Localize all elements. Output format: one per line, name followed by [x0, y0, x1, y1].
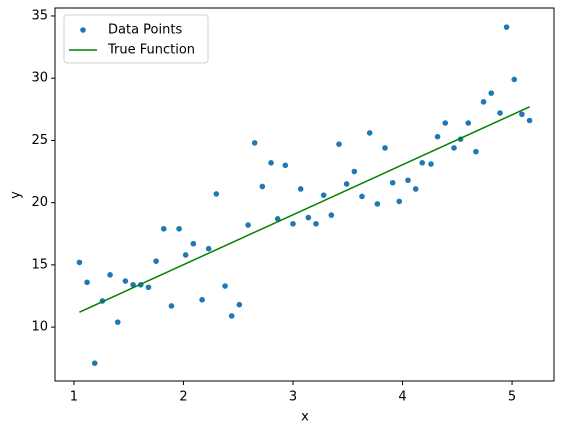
- data-point: [251, 140, 258, 146]
- axes-frame: [54, 7, 555, 382]
- data-point: [222, 283, 228, 289]
- data-point: [511, 76, 518, 83]
- data-point: [114, 319, 121, 325]
- data-point: [91, 360, 98, 367]
- data-point: [76, 259, 83, 266]
- x-tick-label: 2: [179, 390, 187, 405]
- data-point: [488, 90, 495, 96]
- y-tick-label: 10: [31, 320, 48, 335]
- data-point: [190, 240, 197, 247]
- data-point: [442, 120, 449, 126]
- data-point: [428, 161, 434, 167]
- data-point: [503, 24, 510, 30]
- data-point: [168, 303, 175, 309]
- data-point: [519, 111, 525, 118]
- data-point: [419, 160, 426, 166]
- line: [79, 106, 530, 313]
- data-point: [199, 296, 205, 303]
- legend-label: True Function: [107, 43, 195, 58]
- legend-marker: [80, 27, 86, 33]
- data-point: [122, 278, 129, 284]
- data-point: [205, 245, 212, 252]
- data-point: [176, 225, 182, 232]
- y-tick-label: 30: [31, 71, 48, 86]
- data-point: [297, 186, 304, 192]
- y-tick-label: 20: [31, 195, 48, 210]
- data-point: [145, 284, 152, 291]
- x-tick-label: 5: [508, 390, 516, 405]
- data-point: [182, 252, 189, 258]
- data-point: [465, 120, 472, 126]
- data-point: [245, 222, 251, 228]
- data-point: [320, 192, 327, 198]
- data-point: [374, 201, 381, 207]
- data-point: [389, 179, 396, 186]
- data-point: [473, 148, 479, 155]
- y-axis-label: y: [9, 191, 24, 199]
- data-point: [130, 281, 136, 288]
- data-point: [480, 99, 487, 105]
- data-point: [359, 193, 365, 200]
- data-point: [236, 301, 243, 308]
- data-point: [274, 216, 281, 222]
- data-point: [153, 258, 159, 264]
- x-tick-label: 3: [289, 390, 297, 405]
- data-point: [328, 212, 335, 218]
- data-point: [228, 313, 235, 319]
- data-point: [268, 160, 274, 166]
- data-point: [313, 221, 319, 227]
- data-point: [351, 168, 358, 175]
- data-point: [84, 279, 90, 286]
- data-point: [526, 117, 533, 124]
- data-point: [213, 191, 220, 197]
- legend-box: [63, 14, 209, 64]
- data-point: [343, 181, 350, 187]
- data-point: [107, 272, 113, 278]
- data-point: [405, 177, 411, 184]
- data-point: [451, 145, 457, 151]
- data-point: [497, 110, 503, 116]
- y-tick-label: 25: [31, 133, 48, 148]
- data-point: [160, 225, 167, 232]
- data-point: [412, 186, 419, 192]
- y-tick-label: 35: [31, 8, 48, 23]
- data-point: [336, 141, 342, 147]
- x-tick-label: 4: [398, 390, 406, 405]
- legend-label: Data Points: [108, 23, 182, 38]
- data-point: [396, 198, 403, 205]
- data-point: [434, 133, 441, 140]
- data-point: [282, 162, 289, 169]
- y-tick-label: 15: [31, 257, 48, 272]
- data-point: [366, 130, 373, 136]
- data-point: [290, 221, 296, 227]
- x-tick-label: 1: [70, 390, 78, 405]
- data-point: [259, 183, 266, 190]
- data-point: [305, 214, 312, 221]
- data-point: [382, 145, 388, 151]
- x-axis-label: x: [301, 410, 309, 425]
